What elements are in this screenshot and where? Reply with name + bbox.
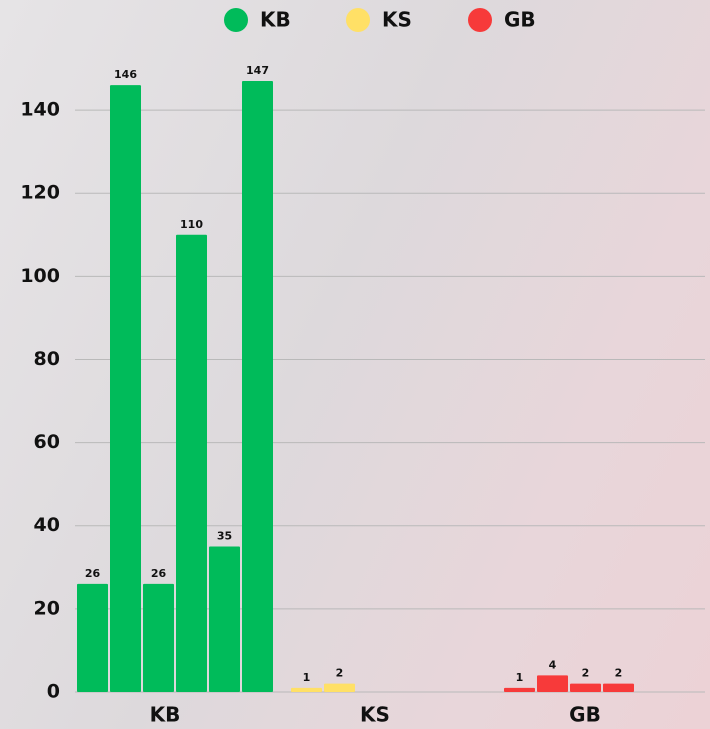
legend-label: GB: [504, 8, 536, 32]
x-tick-label: KB: [150, 703, 181, 727]
y-tick-label: 20: [34, 597, 60, 619]
value-label: 2: [615, 667, 623, 680]
y-tick-label: 140: [20, 99, 60, 121]
bar: [77, 583, 108, 692]
y-tick-label: 0: [47, 681, 60, 703]
bar: [242, 80, 273, 693]
y-tick-label: 80: [34, 348, 60, 370]
bar: [603, 683, 634, 692]
bar: [504, 687, 535, 692]
value-label: 110: [180, 218, 203, 231]
bar: [110, 85, 141, 693]
y-tick-label: 40: [34, 514, 60, 536]
x-tick-label: KS: [360, 703, 390, 727]
legend-label: KB: [260, 8, 291, 32]
value-label: 35: [217, 530, 232, 543]
value-label: 26: [151, 567, 167, 580]
value-label: 26: [85, 567, 101, 580]
legend-swatch: [224, 8, 248, 32]
value-label: 1: [516, 671, 524, 684]
value-label: 4: [549, 658, 557, 671]
bar: [143, 583, 174, 692]
legend-swatch: [346, 8, 370, 32]
bar: [291, 687, 322, 692]
bar: [209, 546, 240, 692]
y-tick-label: 100: [20, 265, 60, 287]
bar: [176, 234, 207, 692]
y-tick-label: 120: [20, 182, 60, 204]
y-tick-label: 60: [34, 431, 60, 453]
value-label: 1: [303, 671, 311, 684]
legend-swatch: [468, 8, 492, 32]
value-label: 147: [246, 64, 269, 77]
bar: [570, 683, 601, 692]
bar: [537, 675, 568, 692]
value-label: 2: [582, 667, 590, 680]
value-label: 2: [336, 667, 344, 680]
legend-label: KS: [382, 8, 412, 32]
bar: [324, 683, 355, 692]
x-tick-label: GB: [569, 703, 601, 727]
value-label: 146: [114, 68, 137, 81]
